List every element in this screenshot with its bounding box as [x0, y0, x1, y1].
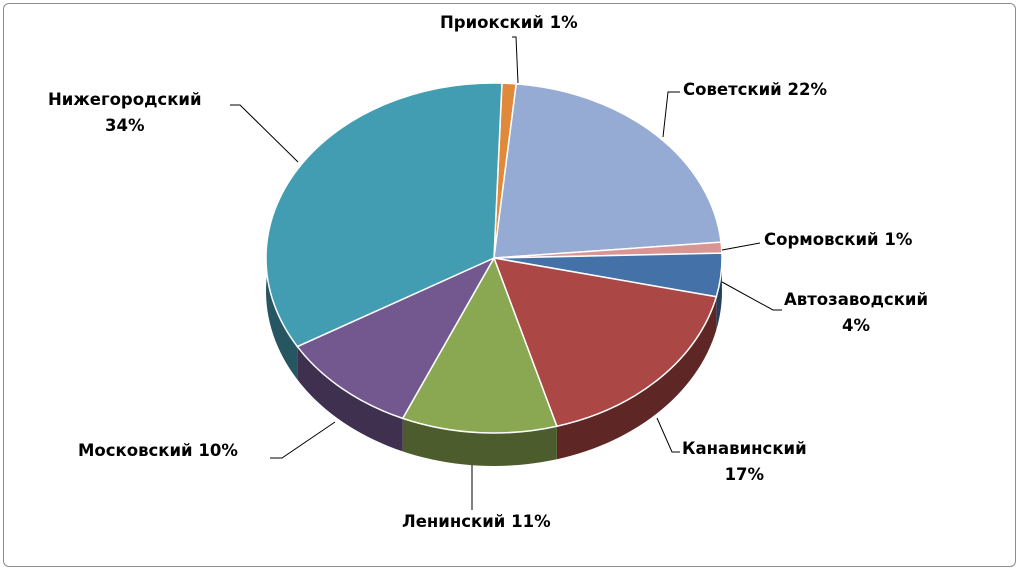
slice-5-side	[402, 418, 557, 466]
leader-line-0	[512, 36, 519, 84]
slice-7-Нижегородский[interactable]	[265, 82, 503, 348]
data-label-sovetskiy: Советский 22	[683, 77, 827, 103]
chart-area	[3, 3, 1016, 567]
leader-line-4	[656, 417, 680, 453]
slice-6-Московский[interactable]	[296, 256, 496, 420]
data-label-priokskiy: Приокский 1	[440, 10, 578, 36]
leader-line-3	[721, 281, 782, 311]
data-label-nizhegorodskiy: Нижегородский 34	[48, 87, 202, 139]
leader-line-6	[270, 421, 336, 459]
leader-line-7	[230, 104, 299, 163]
data-label-sormovskiy: Сормовский 1	[764, 227, 912, 253]
data-label-moskovskiy: Московский 10	[78, 438, 238, 464]
data-label-leninskiy: Ленинский 11	[402, 509, 551, 535]
slice-4-side	[556, 296, 717, 460]
slice-4-Канавинский[interactable]	[492, 257, 718, 428]
data-label-avtozavodskiy: Автозаводский 4	[784, 287, 928, 339]
slice-3-side	[716, 253, 722, 330]
data-label-kanavinskiy: Канавинский 17	[682, 436, 807, 488]
slice-1-Советский[interactable]	[493, 83, 722, 259]
leader-line-1	[662, 91, 680, 138]
slice-5-Ленинский[interactable]	[401, 256, 558, 434]
slice-6-side	[297, 346, 403, 452]
leader-line-2	[721, 242, 761, 251]
